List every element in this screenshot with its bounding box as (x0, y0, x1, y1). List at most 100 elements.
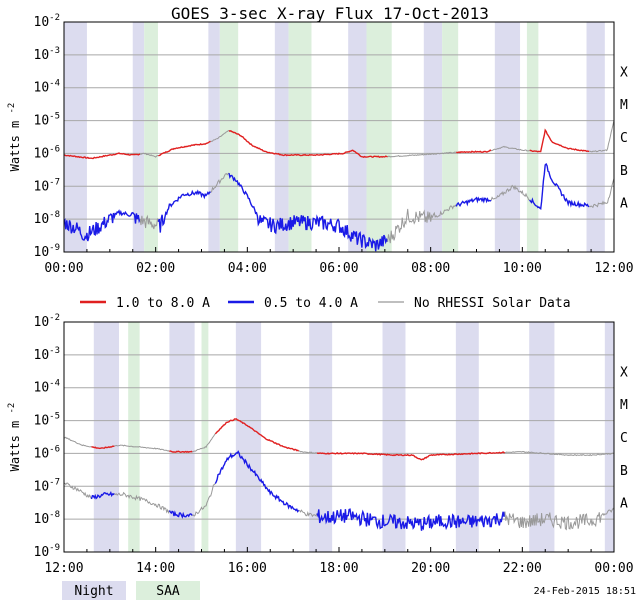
series-no-data-line (63, 436, 92, 448)
series-no-data-line (210, 130, 230, 143)
night-band (93, 322, 119, 552)
x-tick-label: 00:00 (594, 561, 633, 576)
y-tick-label: 10-6 (34, 144, 61, 161)
legend-label-long: 1.0 to 8.0 A (116, 296, 210, 311)
saa-band (442, 22, 459, 252)
x-tick-label: 18:00 (319, 561, 358, 576)
plot-frame (63, 321, 615, 553)
class-label: A (620, 497, 628, 512)
series-long-line (529, 128, 590, 153)
y-tick-label: 10-5 (34, 112, 61, 129)
y-tick-label: 10-6 (34, 444, 61, 461)
night-band (208, 22, 220, 252)
series-no-data-line (589, 178, 615, 209)
series-no-data-line (589, 120, 615, 153)
night-band (348, 22, 367, 252)
night-band (586, 22, 605, 252)
plot-frame (63, 21, 615, 253)
chart-title: GOES 3-sec X-ray Flux 17-Oct-2013 (171, 4, 489, 23)
series-long-line (169, 450, 193, 454)
series-short-line (157, 189, 211, 233)
legend-label-no-data: No RHESSI Solar Data (414, 296, 571, 311)
series-no-data-line (192, 483, 216, 517)
saa-key-swatch (136, 581, 200, 600)
series-short-line (214, 450, 300, 513)
footer-date: 24-Feb-2015 18:51 (534, 586, 636, 597)
night-band (455, 322, 479, 552)
series-short-line (63, 209, 141, 242)
night-band (423, 22, 443, 252)
series-long-line (228, 129, 388, 159)
x-tick-label: 20:00 (411, 561, 450, 576)
saa-band (526, 22, 539, 252)
series-long-line (214, 418, 300, 452)
night-band (382, 322, 406, 552)
legend-label-short: 0.5 to 4.0 A (264, 296, 358, 311)
x-tick-label: 12:00 (594, 261, 633, 276)
series-no-data-line (387, 151, 457, 158)
x-tick-label: 06:00 (319, 261, 358, 276)
y-tick-label: 10-7 (34, 477, 61, 494)
series-no-data-line (298, 450, 318, 454)
series-short-line (316, 508, 506, 531)
series-no-data-line (210, 172, 230, 193)
saa-band (366, 22, 392, 252)
y-tick-label: 10-9 (34, 543, 61, 560)
class-label: M (620, 398, 628, 413)
y-tick-label: 10-8 (34, 210, 61, 227)
saa-band (219, 22, 239, 252)
night-band (274, 22, 289, 252)
class-label: B (620, 464, 628, 479)
night-band (309, 322, 333, 552)
class-label: X (620, 65, 628, 80)
series-long-line (64, 152, 141, 160)
series-no-data-line (140, 152, 159, 158)
series-short-line (455, 196, 492, 208)
series-long-line (91, 445, 115, 450)
y-tick-label: 10-4 (34, 79, 61, 96)
y-tick-label: 10-9 (34, 243, 61, 260)
series-no-data-line (139, 214, 159, 230)
panel-top: 10-9 10-8 10-7 10-6 10-5 10-4 10-3 10-2 00:00 02:… (7, 13, 634, 276)
series-no-data-line (387, 204, 457, 244)
series-no-data-line (504, 450, 615, 457)
y-tick-label: 10-3 (34, 46, 61, 63)
night-band (494, 22, 521, 252)
y-tick-label: 10-2 (34, 313, 61, 330)
x-tick-label: 00:00 (44, 261, 83, 276)
y-tick-label: 10-7 (34, 177, 61, 194)
y-axis-label: Watts m -2 (7, 403, 22, 472)
x-tick-label: 10:00 (503, 261, 542, 276)
series-no-data-line (192, 433, 216, 453)
x-tick-label: 08:00 (411, 261, 450, 276)
class-label: A (620, 197, 628, 212)
x-tick-label: 04:00 (228, 261, 267, 276)
series-short-line (228, 172, 389, 252)
class-label: C (620, 431, 628, 446)
night-key-swatch (62, 581, 126, 600)
legend: 1.0 to 8.0 A 0.5 to 4.0 A No RHESSI Sola… (80, 296, 571, 311)
series-long-line (456, 149, 492, 154)
y-axis-label: Watts m -2 (7, 103, 22, 172)
series-no-data-line (491, 145, 530, 152)
series-no-data-line (114, 491, 170, 514)
night-band (235, 322, 262, 552)
y-tick-label: 10-2 (34, 13, 61, 30)
y-tick-label: 10-8 (34, 510, 61, 527)
x-tick-label: 14:00 (136, 561, 175, 576)
saa-band (288, 22, 312, 252)
saa-key-label: SAA (156, 584, 180, 599)
class-label: X (620, 365, 628, 380)
saa-band (201, 322, 209, 552)
x-tick-label: 22:00 (503, 561, 542, 576)
series-no-data-line (504, 507, 615, 531)
x-tick-label: 12:00 (44, 561, 83, 576)
x-tick-label: 02:00 (136, 261, 175, 276)
class-label: C (620, 131, 628, 146)
series-no-data-line (114, 444, 170, 452)
series-short-line (168, 510, 193, 519)
night-key-label: Night (74, 584, 113, 599)
band-key: Night SAA (62, 581, 200, 600)
night-band (64, 22, 87, 252)
panel-bottom: 10-9 10-8 10-7 10-6 10-5 10-4 10-3 10-2 12:00 14:… (7, 313, 634, 576)
